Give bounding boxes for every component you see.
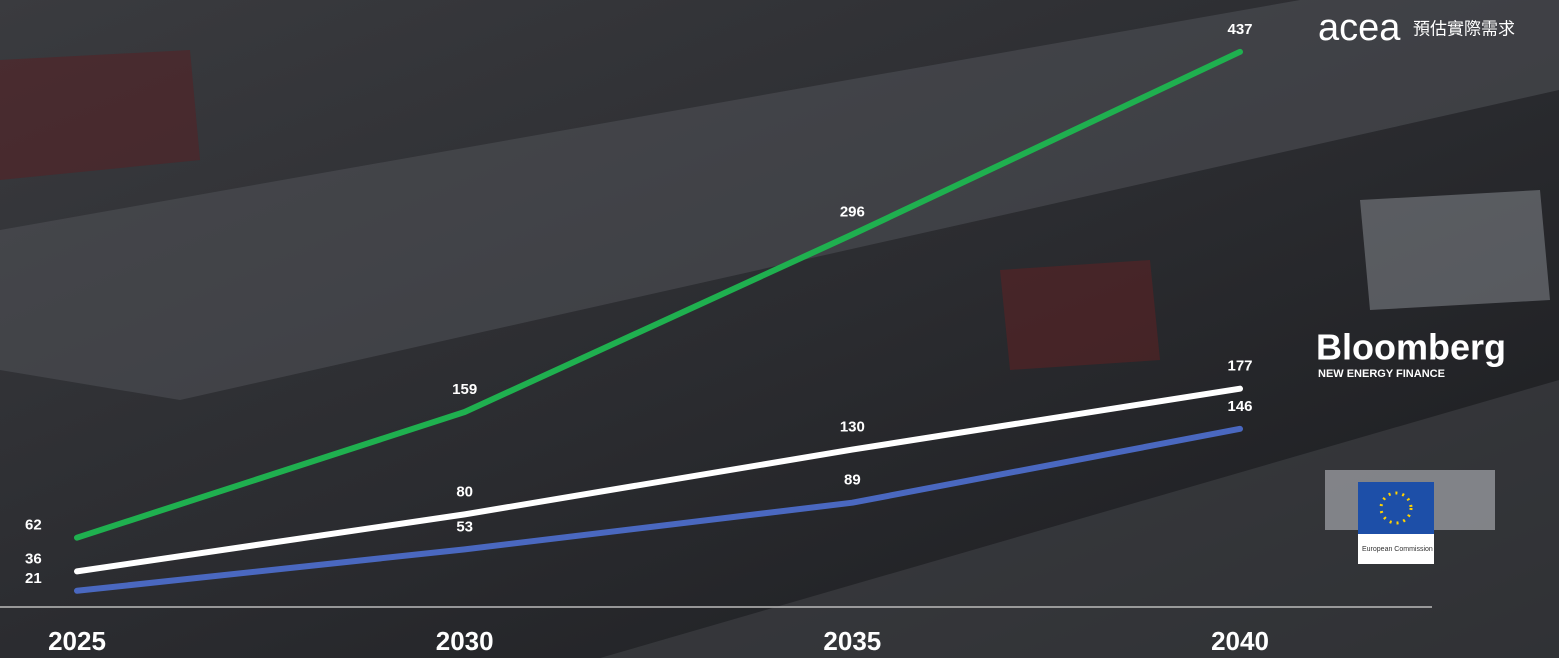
eu-flag	[1358, 482, 1434, 534]
car	[1360, 190, 1550, 310]
x-tick-label: 2040	[1211, 626, 1269, 656]
data-label: 159	[452, 381, 477, 398]
legend	[1325, 470, 1495, 564]
data-label: 80	[456, 483, 473, 500]
data-label: 146	[1227, 398, 1252, 415]
car	[0, 50, 200, 180]
x-tick-label: 2025	[48, 626, 106, 656]
legend-note: 預估實際需求	[1413, 19, 1515, 38]
car	[1000, 260, 1160, 370]
ec-label-box	[1358, 534, 1434, 564]
series-line	[74, 385, 1243, 575]
data-label: 296	[840, 203, 865, 220]
eu-stars	[1379, 491, 1413, 525]
legend-name: European Commission	[1362, 546, 1433, 553]
series-line	[74, 425, 1243, 594]
legend-name: Bloomberg	[1316, 327, 1506, 368]
data-label: 177	[1227, 358, 1252, 375]
data-label: 62	[25, 517, 42, 534]
canopy-panel	[600, 380, 1559, 658]
x-tick-label: 2035	[823, 626, 881, 656]
series-line	[74, 48, 1243, 541]
data-label: 53	[456, 518, 473, 535]
data-label: 130	[840, 419, 865, 436]
data-label: 89	[844, 472, 861, 489]
x-tick-label: 2030	[436, 626, 494, 656]
data-label: 21	[25, 570, 42, 587]
canopy-panel	[0, 0, 1559, 400]
data-label: 437	[1227, 21, 1252, 38]
data-label: 36	[25, 550, 42, 567]
legend-note: NEW ENERGY FINANCE	[1318, 368, 1445, 380]
legend-name: acea	[1318, 7, 1401, 49]
